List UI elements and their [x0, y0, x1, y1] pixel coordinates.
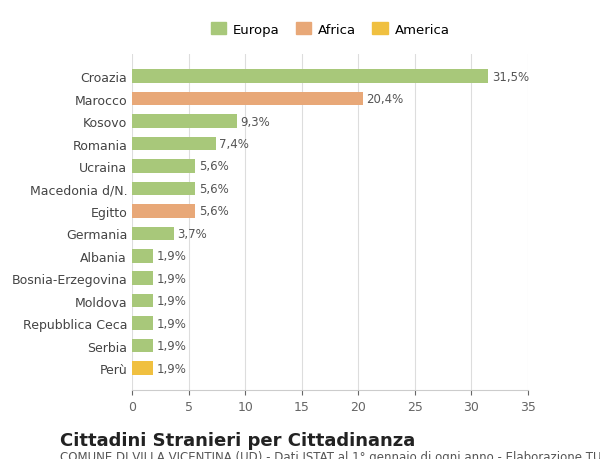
Text: 20,4%: 20,4%: [366, 93, 403, 106]
Text: 1,9%: 1,9%: [157, 272, 187, 285]
Text: 5,6%: 5,6%: [199, 205, 229, 218]
Text: 7,4%: 7,4%: [219, 138, 249, 151]
Text: 1,9%: 1,9%: [157, 295, 187, 308]
Text: 1,9%: 1,9%: [157, 250, 187, 263]
Text: 9,3%: 9,3%: [241, 115, 271, 129]
Bar: [132, 362, 154, 375]
Bar: [132, 205, 196, 218]
Legend: Europa, Africa, America: Europa, Africa, America: [205, 18, 455, 42]
Text: 1,9%: 1,9%: [157, 362, 187, 375]
Bar: [132, 227, 174, 241]
Text: 5,6%: 5,6%: [199, 160, 229, 173]
Bar: [132, 250, 154, 263]
Text: 31,5%: 31,5%: [492, 71, 529, 84]
Text: 1,9%: 1,9%: [157, 339, 187, 353]
Text: Cittadini Stranieri per Cittadinanza: Cittadini Stranieri per Cittadinanza: [60, 431, 415, 449]
Bar: [132, 138, 216, 151]
Bar: [132, 317, 154, 330]
Bar: [132, 182, 196, 196]
Text: 1,9%: 1,9%: [157, 317, 187, 330]
Text: COMUNE DI VILLA VICENTINA (UD) - Dati ISTAT al 1° gennaio di ogni anno - Elabora: COMUNE DI VILLA VICENTINA (UD) - Dati IS…: [60, 450, 600, 459]
Bar: [132, 93, 363, 106]
Text: 3,7%: 3,7%: [177, 227, 207, 241]
Bar: [132, 272, 154, 285]
Bar: [132, 294, 154, 308]
Text: 5,6%: 5,6%: [199, 183, 229, 196]
Bar: [132, 160, 196, 174]
Bar: [132, 70, 488, 84]
Bar: [132, 339, 154, 353]
Bar: [132, 115, 237, 129]
